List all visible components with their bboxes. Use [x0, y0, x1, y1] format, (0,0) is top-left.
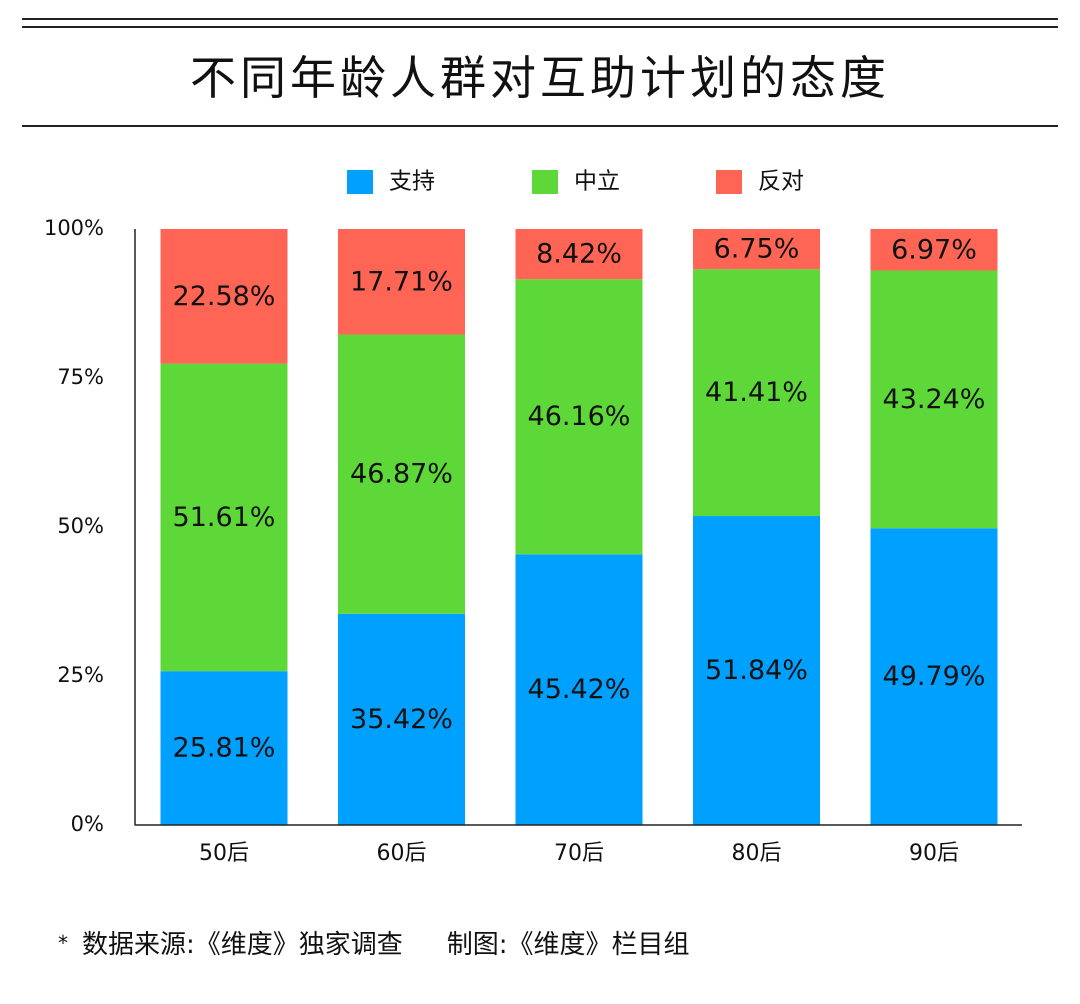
data-label: 22.58%	[173, 281, 276, 312]
x-tick-label: 50后	[199, 841, 249, 866]
bar-segment-5-1	[870, 528, 998, 825]
data-label: 25.81%	[173, 733, 276, 764]
data-label: 35.42%	[350, 704, 453, 735]
legend-swatch	[716, 170, 742, 194]
bar-segment-4-1	[693, 516, 820, 825]
legend-swatch	[532, 170, 558, 194]
bar-segment-4-3	[693, 229, 820, 270]
data-label: 6.75%	[714, 234, 800, 265]
footnote-marker: *	[58, 931, 68, 955]
data-label: 49.79%	[883, 661, 986, 692]
stacked-bar-chart: 25.81% 51.61% 22.58% 50后 35.42% 46.87% 17.71% 6…	[44, 169, 1022, 866]
y-tick-label: 25%	[57, 663, 104, 687]
bar-segment-3-1	[515, 554, 643, 825]
chart-credit-text: 制图:《维度》栏目组	[446, 930, 690, 960]
bar-segment-2-2	[338, 334, 465, 614]
bar-segment-3-3	[515, 229, 643, 280]
y-tick-label: 75%	[57, 365, 104, 389]
data-label: 46.87%	[350, 459, 453, 490]
data-label: 43.24%	[883, 384, 986, 415]
x-tick-label: 80后	[732, 841, 782, 866]
bar-segment-5-3	[870, 229, 998, 271]
y-tick-label: 0%	[71, 812, 104, 836]
footer-note: * 数据来源:《维度》独家调查 制图:《维度》栏目组	[58, 924, 690, 961]
title-bottom-rule	[22, 125, 1058, 127]
data-label: 6.97%	[891, 234, 977, 265]
data-label: 8.42%	[536, 239, 622, 270]
legend-label: 反对	[758, 169, 804, 195]
bar-segment-1-2	[160, 363, 288, 672]
title-top-double-rule-2	[22, 26, 1058, 28]
x-tick-label: 70后	[554, 841, 604, 866]
bar-segment-1-1	[160, 671, 288, 825]
legend-label: 支持	[389, 169, 435, 195]
x-tick-label: 60后	[377, 841, 427, 866]
title-top-double-rule-1	[22, 18, 1058, 20]
data-label: 51.84%	[705, 655, 808, 686]
y-tick-label: 100%	[44, 216, 104, 240]
data-source-text: 数据来源:《维度》独家调查	[82, 930, 403, 960]
bar-segment-3-2	[515, 279, 643, 555]
legend-swatch	[347, 170, 373, 194]
chart-title: 不同年龄人群对互助计划的态度	[190, 51, 890, 105]
bar-segment-2-3	[338, 229, 465, 335]
data-label: 45.42%	[528, 674, 631, 705]
legend-label: 中立	[574, 169, 620, 195]
bar-segment-5-2	[870, 270, 998, 529]
y-tick-label: 50%	[57, 514, 104, 538]
bar-segment-2-1	[338, 613, 465, 825]
bar-segment-1-3	[160, 229, 288, 364]
data-label: 46.16%	[528, 401, 631, 432]
data-label: 41.41%	[705, 377, 808, 408]
x-tick-label: 90后	[909, 841, 959, 866]
data-label: 17.71%	[350, 266, 453, 297]
bar-segment-4-2	[693, 269, 820, 517]
data-label: 51.61%	[173, 502, 276, 533]
